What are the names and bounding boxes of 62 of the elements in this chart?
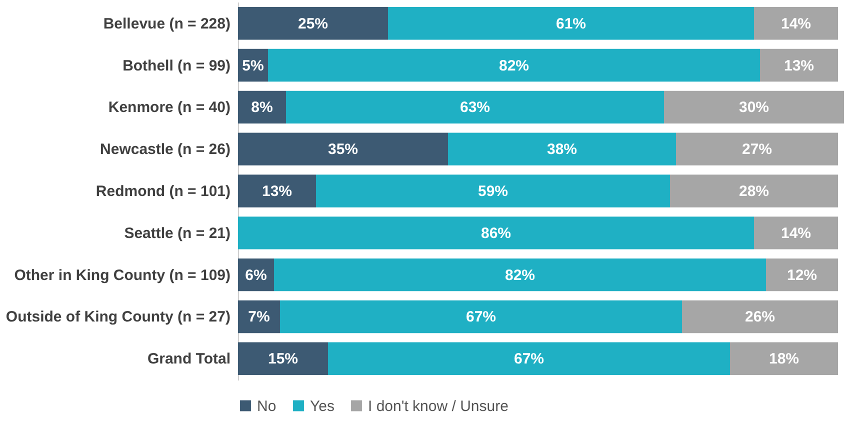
data-label: 59% bbox=[478, 183, 508, 200]
y-tick-label: Kenmore (n = 40) bbox=[108, 99, 230, 116]
y-tick-label: Bothell (n = 99) bbox=[122, 57, 230, 74]
legend-label: No bbox=[257, 398, 276, 415]
y-tick-label: Seattle (n = 21) bbox=[124, 224, 230, 242]
y-tick-label: Outside of King County (n = 27) bbox=[6, 308, 230, 326]
data-label: 13% bbox=[262, 183, 292, 200]
bar bbox=[448, 132, 676, 166]
data-label: 8% bbox=[251, 99, 273, 116]
data-label: 14% bbox=[780, 15, 812, 32]
bar bbox=[766, 258, 838, 292]
data-label: 67% bbox=[514, 350, 544, 368]
data-label: 7% bbox=[248, 308, 270, 326]
legend-label: I don't know / Unsure bbox=[368, 398, 508, 415]
data-label: 15% bbox=[268, 350, 298, 368]
y-tick-label: Newcastle (n = 26) bbox=[100, 141, 230, 158]
data-label: 18% bbox=[768, 350, 800, 368]
bar bbox=[682, 300, 838, 334]
bar bbox=[676, 132, 838, 166]
data-label: 6% bbox=[245, 266, 267, 284]
bar bbox=[754, 216, 838, 250]
data-label: 26% bbox=[744, 308, 776, 326]
bar bbox=[286, 90, 664, 124]
legend-label: Yes bbox=[310, 398, 334, 415]
data-label: 13% bbox=[784, 57, 814, 74]
bar bbox=[328, 342, 730, 375]
bar bbox=[274, 258, 766, 292]
y-tick-label: Other in King County (n = 109) bbox=[14, 266, 230, 284]
data-label: 5% bbox=[242, 57, 264, 74]
bar bbox=[280, 300, 682, 334]
bar bbox=[238, 7, 388, 40]
data-label: 82% bbox=[504, 266, 536, 284]
data-label: 25% bbox=[298, 15, 328, 32]
bar bbox=[754, 7, 838, 40]
data-label: 38% bbox=[546, 141, 578, 158]
bar bbox=[388, 7, 754, 40]
bar bbox=[670, 174, 838, 208]
bar bbox=[238, 132, 448, 166]
y-tick-label: Grand Total bbox=[147, 350, 230, 368]
bar bbox=[664, 90, 844, 124]
bar bbox=[238, 174, 316, 208]
data-label: 63% bbox=[460, 99, 490, 116]
data-label: 61% bbox=[556, 15, 586, 32]
data-label: 30% bbox=[738, 99, 770, 116]
bar bbox=[760, 48, 838, 82]
bar bbox=[730, 342, 838, 375]
bar bbox=[238, 300, 280, 334]
bar bbox=[238, 342, 328, 375]
y-tick-label: Bellevue (n = 228) bbox=[103, 15, 230, 32]
data-label: 35% bbox=[328, 141, 358, 158]
data-label: 82% bbox=[498, 57, 530, 74]
data-label: 28% bbox=[738, 183, 770, 200]
bar bbox=[316, 174, 670, 208]
data-label: 27% bbox=[742, 141, 772, 158]
bar bbox=[238, 216, 754, 250]
bar bbox=[268, 48, 760, 82]
data-label: 14% bbox=[780, 224, 812, 242]
y-tick-label: Redmond (n = 101) bbox=[96, 183, 230, 200]
data-label: 67% bbox=[466, 308, 496, 326]
bar bbox=[238, 90, 286, 124]
data-label: 12% bbox=[786, 266, 818, 284]
data-label: 86% bbox=[480, 224, 512, 242]
